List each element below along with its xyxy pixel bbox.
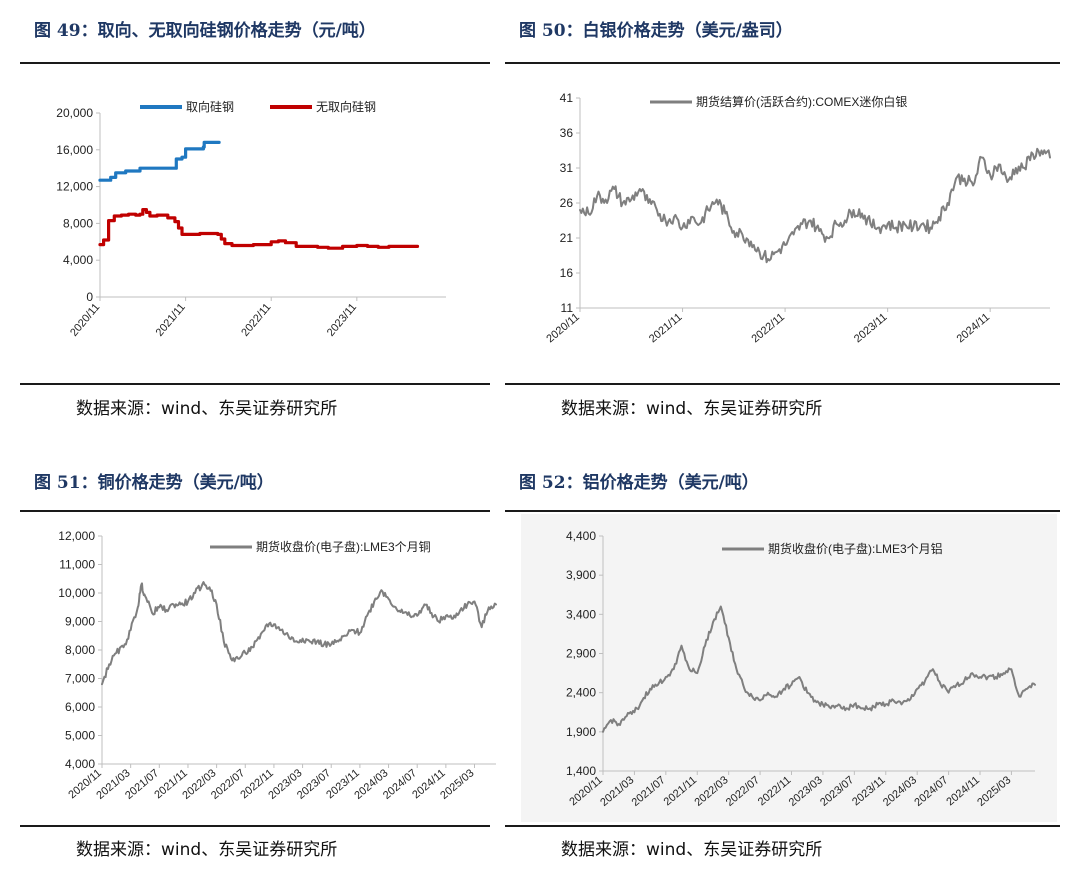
y-tick-label: 2,900 xyxy=(566,647,596,661)
legend-label: 期货收盘价(电子盘):LME3个月铝 xyxy=(768,541,943,556)
x-tick-label: 2022/11 xyxy=(756,774,794,808)
x-tick-label: 2023/07 xyxy=(818,774,856,809)
y-tick-label: 11 xyxy=(561,301,574,315)
y-tick-label: 4,400 xyxy=(566,529,596,543)
x-tick-label: 2020/11 xyxy=(68,301,102,339)
series-line xyxy=(98,208,420,250)
x-tick-label: 2024/07 xyxy=(912,774,950,809)
legend-label: 取向硅钢 xyxy=(186,99,234,114)
y-tick-label: 31 xyxy=(560,161,574,175)
figure-51-bottom-rule xyxy=(20,825,490,827)
figure-50-panel: 图 50：白银价格走势（美元/盎司） 11 16 21 26 31 36 41 2020/11… xyxy=(505,0,1060,430)
y-tick-label: 21 xyxy=(560,231,574,245)
figure-49-bottom-rule xyxy=(20,383,490,385)
figure-52-top-rule xyxy=(505,510,1060,512)
figure-50-source: 数据来源：wind、东吴证券研究所 xyxy=(561,399,823,419)
figure-50-bottom-rule xyxy=(505,383,1060,385)
y-tick-label: 41 xyxy=(560,91,574,105)
y-tick-label: 2,400 xyxy=(566,686,596,700)
x-tick-label: 2023/11 xyxy=(850,774,888,808)
figure-50-top-rule xyxy=(505,62,1060,64)
y-tick-label: 5,000 xyxy=(65,729,95,743)
legend-label: 期货结算价(活跃合约):COMEX迷你白银 xyxy=(696,94,907,109)
x-tick-label: 2024/03 xyxy=(881,774,919,809)
y-tick-label: 1,900 xyxy=(566,725,596,739)
x-tick-label: 2023/11 xyxy=(852,311,890,345)
y-tick-label: 10,000 xyxy=(58,586,95,600)
figure-52-source: 数据来源：wind、东吴证券研究所 xyxy=(561,840,823,860)
y-tick-label: 7,000 xyxy=(65,672,95,686)
figure-51-chart: 4,000 5,000 6,000 7,000 8,000 9,000 10,000 11,0… xyxy=(58,529,497,802)
figure-50-chart: 11 16 21 26 31 36 41 2020/11 2021/11 2022/11 2023/… xyxy=(544,91,1051,345)
figure-51-source: 数据来源：wind、东吴证券研究所 xyxy=(76,840,338,860)
figure-51-panel: 图 51：铜价格走势（美元/吨） 4,000 5,000 6,000 7,000 8,0… xyxy=(20,452,497,876)
figure-49-top-rule xyxy=(20,62,490,64)
y-tick-label: 8,000 xyxy=(65,643,95,657)
y-tick-label: 1,400 xyxy=(566,764,596,778)
figure-52-bottom-rule xyxy=(505,825,1060,827)
series-line xyxy=(98,140,221,182)
figure-52-panel: 图 52：铝价格走势（美元/吨） 1,400 1,900 2,400 2,900 3,4… xyxy=(505,452,1060,876)
x-tick-label: 2023/11 xyxy=(325,301,359,339)
figure-49-panel: 图 49：取向、无取向硅钢价格走势（元/吨） 0 4,000 8,000 12,000… xyxy=(20,0,490,430)
x-tick-label: 2025/03 xyxy=(975,774,1013,809)
x-tick-label: 2021/11 xyxy=(662,774,700,808)
y-tick-label: 16 xyxy=(560,266,574,280)
y-tick-label: 36 xyxy=(560,126,574,140)
series-line xyxy=(101,581,497,686)
figure-49-chart: 0 4,000 8,000 12,000 16,000 20,000 2020/11 2021… xyxy=(56,99,446,339)
x-tick-label: 2023/03 xyxy=(787,774,825,809)
figure-49-source: 数据来源：wind、东吴证券研究所 xyxy=(76,399,338,419)
x-tick-label: 2021/11 xyxy=(154,301,188,339)
x-tick-label: 2020/11 xyxy=(544,311,582,345)
y-tick-label: 4,000 xyxy=(63,253,93,267)
figure-50-title: 图 50：白银价格走势（美元/盎司） xyxy=(519,21,793,41)
series-line xyxy=(602,605,1036,733)
y-tick-label: 6,000 xyxy=(65,700,95,714)
y-tick-label: 3,900 xyxy=(566,568,596,582)
y-tick-label: 12,000 xyxy=(56,180,93,194)
y-tick-label: 26 xyxy=(560,196,574,210)
figure-51-top-rule xyxy=(20,510,490,512)
series-line xyxy=(579,147,1051,264)
x-tick-label: 2022/11 xyxy=(749,311,787,345)
y-tick-label: 20,000 xyxy=(56,106,93,120)
figure-52-title: 图 52：铝价格走势（美元/吨） xyxy=(519,473,759,493)
x-tick-label: 2024/11 xyxy=(944,774,982,808)
y-tick-label: 8,000 xyxy=(63,216,93,230)
y-tick-label: 3,400 xyxy=(566,607,596,621)
y-tick-label: 12,000 xyxy=(58,529,95,543)
figure-49-title: 图 49：取向、无取向硅钢价格走势（元/吨） xyxy=(34,21,376,41)
x-tick-label: 2020/11 xyxy=(567,774,605,808)
figure-52-chart: 1,400 1,900 2,400 2,900 3,400 3,900 4,400 2020/… xyxy=(566,529,1036,809)
x-tick-label: 2021/03 xyxy=(598,774,636,809)
y-tick-label: 11,000 xyxy=(59,558,95,572)
x-tick-label: 2022/03 xyxy=(692,774,730,809)
x-tick-label: 2021/11 xyxy=(647,311,685,345)
legend-label: 期货收盘价(电子盘):LME3个月铜 xyxy=(256,539,431,554)
x-tick-label: 2024/11 xyxy=(955,311,993,345)
x-tick-label: 2022/07 xyxy=(724,774,762,809)
y-tick-label: 0 xyxy=(86,290,93,304)
y-tick-label: 9,000 xyxy=(65,615,95,629)
y-tick-label: 16,000 xyxy=(56,143,93,157)
legend-label: 无取向硅钢 xyxy=(316,99,376,114)
x-tick-label: 2022/11 xyxy=(239,301,273,339)
figure-51-title: 图 51：铜价格走势（美元/吨） xyxy=(34,473,274,493)
x-tick-label: 2021/07 xyxy=(630,774,668,809)
y-tick-label: 4,000 xyxy=(65,757,95,771)
